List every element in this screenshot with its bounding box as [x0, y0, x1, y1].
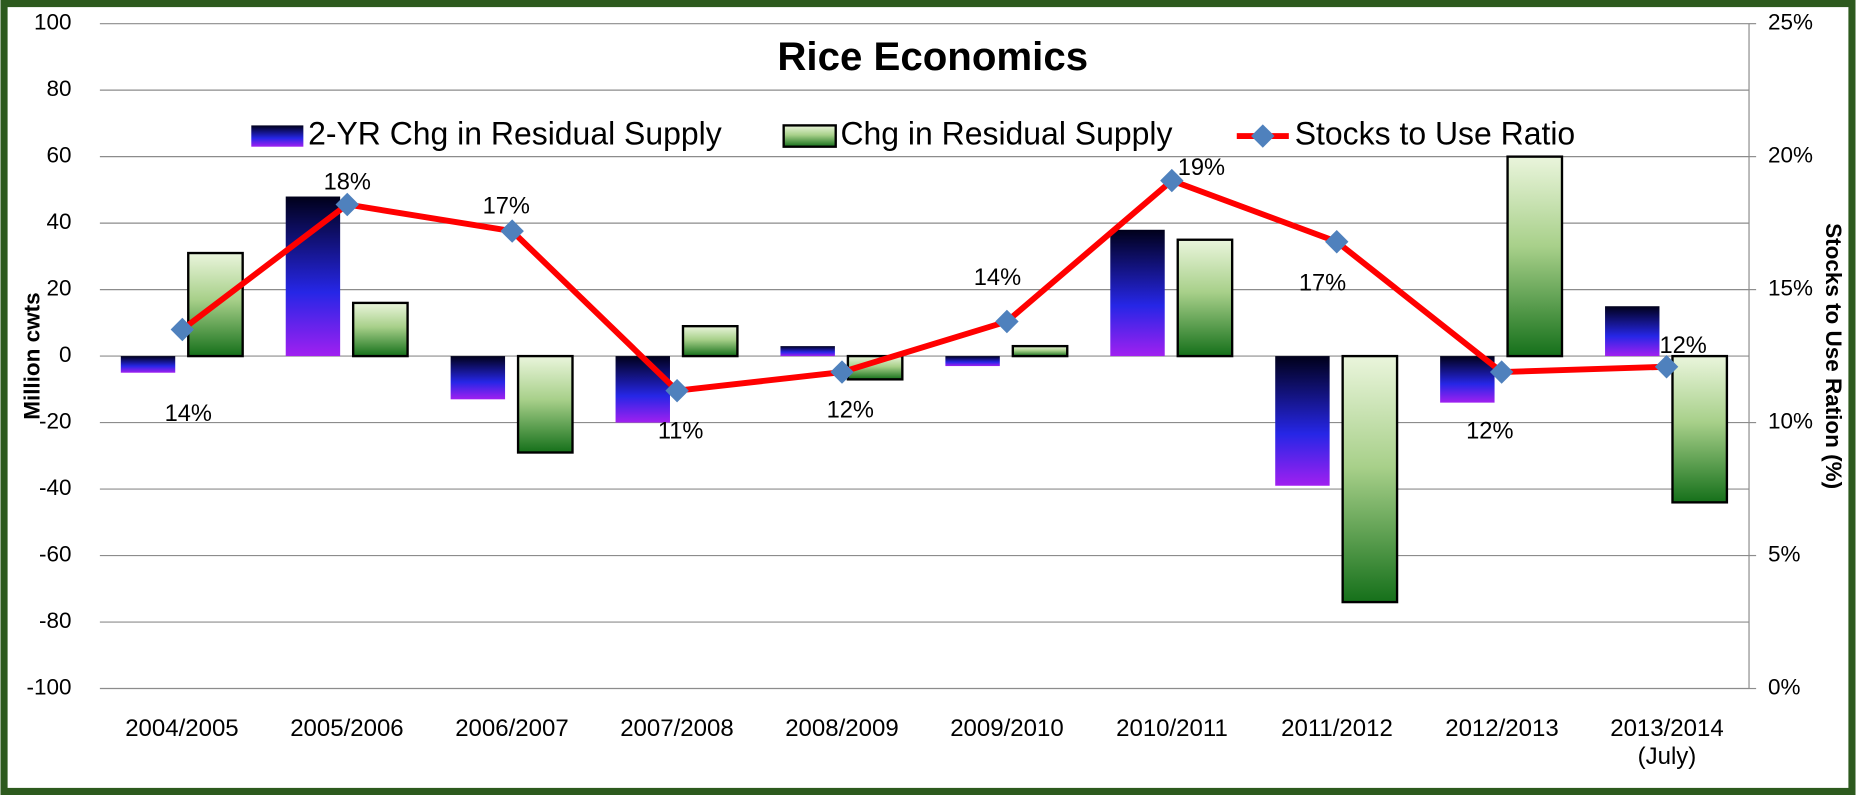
y2-tick-label: 5% — [1768, 541, 1800, 566]
bar — [1011, 344, 1069, 358]
x-tick-label: 2012/2013 — [1445, 714, 1559, 742]
y2-tick-label: 15% — [1768, 276, 1813, 301]
marker — [500, 219, 524, 243]
y-tick-label: -20 — [39, 409, 71, 434]
y-tick-label: 20 — [46, 276, 71, 301]
legend-label: Stocks to Use Ratio — [1295, 115, 1575, 151]
y2-axis-title: Stocks to Use Ration (%) — [1821, 223, 1846, 489]
bar — [681, 324, 739, 358]
data-label: 14% — [165, 401, 212, 427]
bar — [945, 356, 1000, 367]
data-label: 19% — [1178, 155, 1225, 181]
bar — [1110, 229, 1165, 357]
y-tick-label: -60 — [39, 541, 71, 566]
bar — [120, 356, 176, 373]
marker — [1160, 168, 1184, 193]
x-tick-label: 2005/2006 — [290, 714, 404, 742]
x-tick-label: 2013/2014 (July) — [1610, 714, 1724, 770]
x-tick-label: 2011/2012 — [1281, 714, 1393, 742]
y-tick-label: 0 — [59, 342, 72, 367]
bar — [516, 354, 574, 454]
legend-swatch — [251, 125, 304, 147]
y-tick-label: -40 — [39, 475, 71, 500]
x-tick-label: 2006/2007 — [455, 714, 569, 742]
x-tick-label: 2008/2009 — [785, 714, 899, 742]
data-label: 17% — [483, 194, 530, 220]
x-tick-label: 2004/2005 — [125, 714, 239, 742]
y-tick-label: -100 — [26, 674, 71, 699]
data-label: 12% — [827, 397, 874, 423]
marker — [1489, 360, 1514, 384]
data-label: 12% — [1466, 419, 1513, 445]
data-label: 14% — [974, 265, 1021, 291]
marker — [170, 317, 195, 342]
marker — [830, 360, 854, 384]
bar — [285, 196, 341, 357]
bar — [351, 301, 409, 358]
y-tick-label: 80 — [46, 76, 71, 101]
bar — [1440, 356, 1495, 403]
y2-tick-label: 25% — [1768, 10, 1813, 35]
bar — [615, 356, 670, 423]
bar — [1176, 238, 1234, 358]
y-axis-title: Million cwts — [20, 292, 45, 419]
y-tick-label: 60 — [46, 143, 71, 168]
y-tick-label: -80 — [39, 608, 71, 633]
x-tick-label: 2010/2011 — [1116, 714, 1228, 742]
y-tick-label: 40 — [46, 209, 71, 234]
bar — [1671, 354, 1729, 504]
y2-tick-label: 10% — [1768, 409, 1813, 434]
x-tick-label: 2007/2008 — [620, 714, 734, 742]
bar — [1275, 356, 1330, 486]
bar — [1341, 354, 1399, 604]
legend-swatch — [782, 124, 837, 148]
data-label: 17% — [1299, 271, 1346, 297]
y2-tick-label: 0% — [1768, 674, 1800, 699]
y-tick-label: 100 — [34, 10, 72, 35]
x-tick-label: 2009/2010 — [950, 714, 1064, 742]
bar — [780, 346, 835, 357]
chart-title: Rice Economics — [777, 34, 1088, 79]
legend-label: Chg in Residual Supply — [840, 115, 1172, 151]
legend-marker — [1251, 124, 1275, 148]
data-label: 18% — [324, 169, 371, 195]
line — [180, 177, 1667, 394]
bar — [450, 356, 506, 400]
data-label: 11% — [658, 418, 704, 444]
y2-tick-label: 20% — [1768, 143, 1813, 168]
data-label: 12% — [1659, 333, 1706, 359]
bar — [1506, 155, 1564, 358]
legend-label: 2-YR Chg in Residual Supply — [308, 115, 722, 151]
bar — [1605, 306, 1660, 357]
